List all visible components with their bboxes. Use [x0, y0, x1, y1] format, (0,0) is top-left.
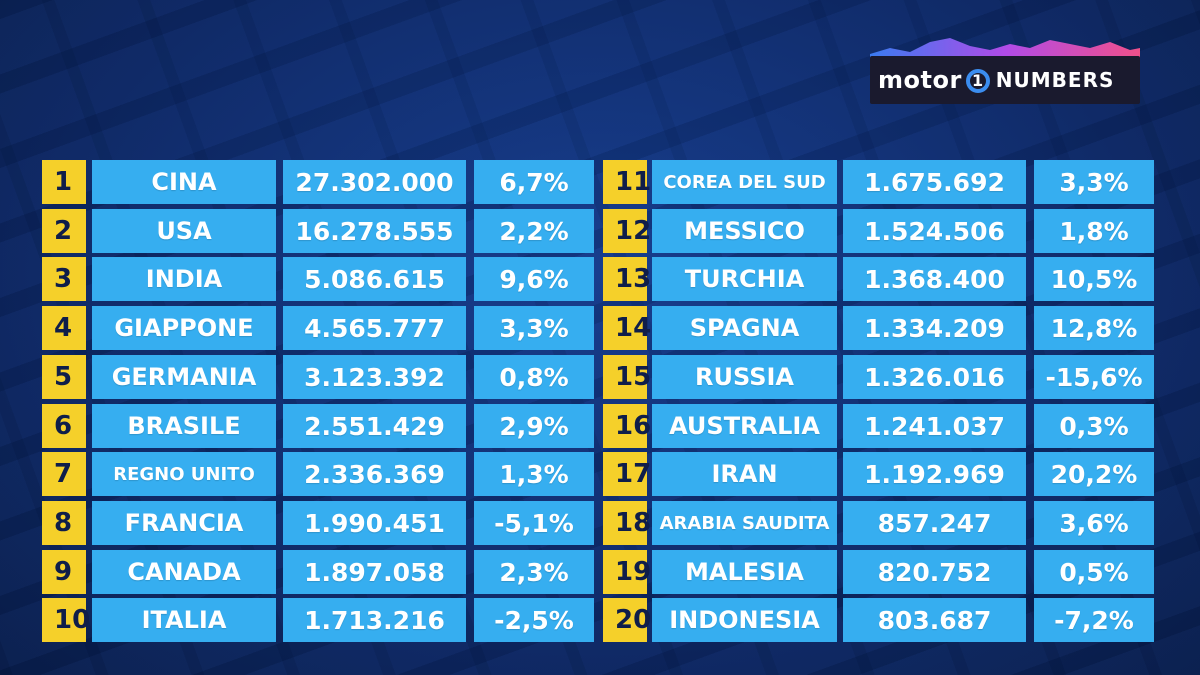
country-name: SPAGNA [652, 306, 837, 350]
change-percent: 6,7% [474, 160, 594, 204]
country-name: TURCHIA [652, 257, 837, 301]
rank-badge: 3 [42, 257, 86, 301]
change-percent: -2,5% [474, 598, 594, 642]
sales-value: 1.241.037 [843, 404, 1026, 448]
rank-badge: 19 [603, 550, 651, 594]
sales-value: 857.247 [843, 501, 1026, 545]
country-name: ITALIA [92, 598, 276, 642]
rank-badge: 8 [42, 501, 86, 545]
rank-badge: 17 [603, 452, 651, 496]
change-percent: -15,6% [1034, 355, 1154, 399]
country-name: INDIA [92, 257, 276, 301]
change-percent: 12,8% [1034, 306, 1154, 350]
change-percent: 3,6% [1034, 501, 1154, 545]
change-percent: 0,5% [1034, 550, 1154, 594]
rank-badge: 7 [42, 452, 86, 496]
sales-value: 3.123.392 [283, 355, 466, 399]
sales-value: 803.687 [843, 598, 1026, 642]
rank-badge: 15 [603, 355, 651, 399]
country-name: REGNO UNITO [92, 452, 276, 496]
sales-value: 1.334.209 [843, 306, 1026, 350]
rank-badge: 10 [42, 598, 90, 642]
rank-badge: 13 [603, 257, 651, 301]
change-percent: 1,3% [474, 452, 594, 496]
country-name: CINA [92, 160, 276, 204]
country-name: FRANCIA [92, 501, 276, 545]
change-percent: 0,8% [474, 355, 594, 399]
rank-badge: 9 [42, 550, 86, 594]
sales-value: 5.086.615 [283, 257, 466, 301]
change-percent: 3,3% [1034, 160, 1154, 204]
sales-value: 820.752 [843, 550, 1026, 594]
change-percent: 0,3% [1034, 404, 1154, 448]
rank-badge: 12 [603, 209, 651, 253]
country-name: AUSTRALIA [652, 404, 837, 448]
brand-wordmark: motor 1 NUMBERS [870, 56, 1140, 104]
change-percent: 20,2% [1034, 452, 1154, 496]
rank-badge: 6 [42, 404, 86, 448]
brand-motor: motor [878, 66, 962, 94]
sales-value: 1.897.058 [283, 550, 466, 594]
country-name: MALESIA [652, 550, 837, 594]
change-percent: 2,9% [474, 404, 594, 448]
country-name: INDONESIA [652, 598, 837, 642]
sales-value: 2.551.429 [283, 404, 466, 448]
brand-logo: motor 1 NUMBERS [870, 34, 1140, 106]
sales-value: 1.990.451 [283, 501, 466, 545]
change-percent: 2,2% [474, 209, 594, 253]
rank-badge: 14 [603, 306, 651, 350]
brand-numbers: NUMBERS [995, 68, 1115, 92]
sales-value: 1.675.692 [843, 160, 1026, 204]
change-percent: 9,6% [474, 257, 594, 301]
country-name: GERMANIA [92, 355, 276, 399]
rank-badge: 16 [603, 404, 651, 448]
sales-value: 1.192.969 [843, 452, 1026, 496]
country-name: USA [92, 209, 276, 253]
sales-value: 4.565.777 [283, 306, 466, 350]
rank-badge: 4 [42, 306, 86, 350]
rank-badge: 18 [603, 501, 651, 545]
change-percent: -5,1% [474, 501, 594, 545]
change-percent: 3,3% [474, 306, 594, 350]
sales-value: 1.326.016 [843, 355, 1026, 399]
sales-value: 16.278.555 [283, 209, 466, 253]
rank-badge: 20 [603, 598, 651, 642]
country-name: CANADA [92, 550, 276, 594]
brand-ring: 1 [965, 69, 990, 93]
country-name: GIAPPONE [92, 306, 276, 350]
change-percent: -7,2% [1034, 598, 1154, 642]
sales-value: 2.336.369 [283, 452, 466, 496]
country-name: MESSICO [652, 209, 837, 253]
change-percent: 10,5% [1034, 257, 1154, 301]
sales-value: 1.368.400 [843, 257, 1026, 301]
rank-badge: 2 [42, 209, 86, 253]
change-percent: 1,8% [1034, 209, 1154, 253]
change-percent: 2,3% [474, 550, 594, 594]
country-name: COREA DEL SUD [652, 160, 837, 204]
rank-badge: 5 [42, 355, 86, 399]
country-name: RUSSIA [652, 355, 837, 399]
rank-badge: 11 [603, 160, 651, 204]
rank-badge: 1 [42, 160, 86, 204]
sales-value: 1.713.216 [283, 598, 466, 642]
sales-value: 1.524.506 [843, 209, 1026, 253]
sales-value: 27.302.000 [283, 160, 466, 204]
country-name: ARABIA SAUDITA [652, 501, 837, 545]
country-name: BRASILE [92, 404, 276, 448]
country-name: IRAN [652, 452, 837, 496]
